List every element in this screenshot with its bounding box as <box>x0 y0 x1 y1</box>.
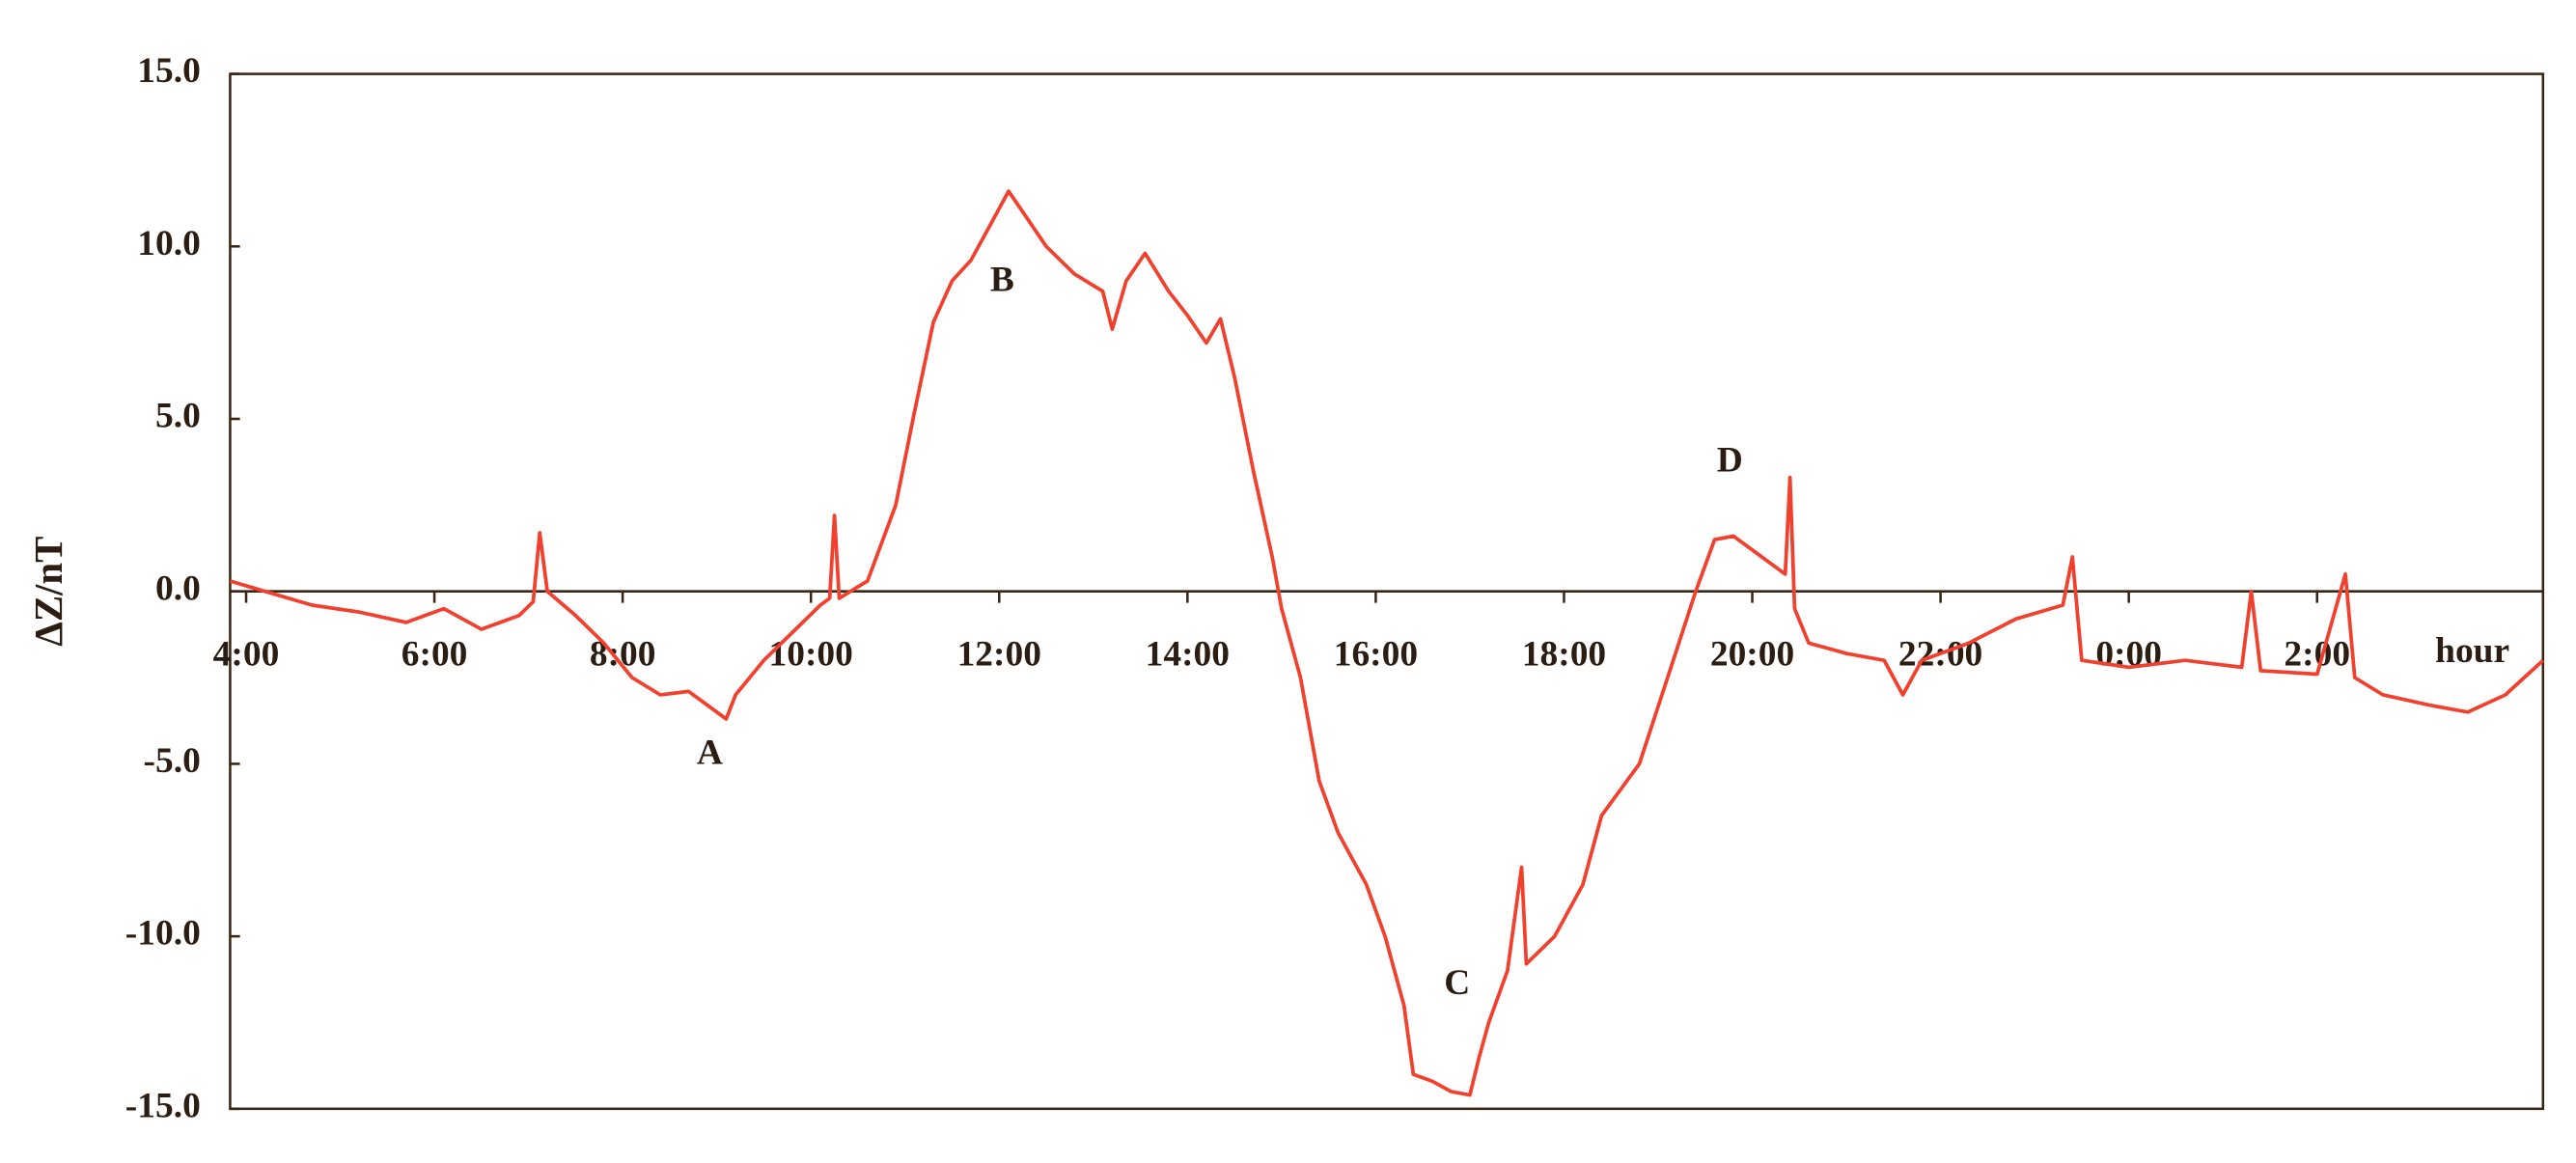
y-tick-label: 10.0 <box>137 224 201 263</box>
x-tick-label: 10:00 <box>769 634 853 674</box>
x-tick-label: 4:00 <box>213 634 280 674</box>
y-tick-label: 15.0 <box>137 51 201 91</box>
annotation: D <box>1717 441 1743 481</box>
x-tick-label: 14:00 <box>1146 634 1230 674</box>
data-line <box>229 189 2545 1097</box>
annotation: B <box>990 260 1014 299</box>
x-axis-label: hour <box>2435 631 2509 671</box>
x-tick-label: 16:00 <box>1334 634 1418 674</box>
x-tick-label: 2:00 <box>2284 634 2350 674</box>
y-tick-label: -5.0 <box>144 741 201 781</box>
y-axis-label: ΔZ/nT <box>27 537 70 647</box>
annotation: C <box>1444 963 1470 1003</box>
annotation: A <box>697 734 723 773</box>
x-tick-label: 20:00 <box>1710 634 1794 674</box>
y-tick-label: -10.0 <box>125 914 201 954</box>
x-tick-label: 18:00 <box>1522 634 1606 674</box>
y-tick-label: 5.0 <box>155 397 201 436</box>
x-tick-label: 6:00 <box>402 634 468 674</box>
y-tick-label: 0.0 <box>155 568 201 608</box>
x-tick-label: 12:00 <box>957 634 1041 674</box>
y-tick-label: -15.0 <box>125 1086 201 1125</box>
